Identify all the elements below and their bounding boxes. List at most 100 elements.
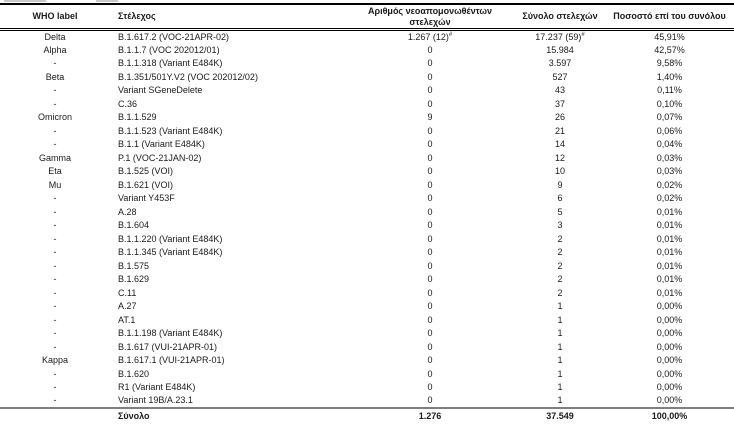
strain-cell: B.1.629	[118, 274, 150, 285]
who-label-cell: -	[53, 85, 57, 96]
table-body: Delta B.1.617.2 (VOC-21APR-02) 1.267 (12…	[0, 30, 734, 408]
new-isolates-cell: 0	[427, 220, 433, 231]
total-strains-cell: 527	[552, 71, 568, 82]
new-isolates-cell: 0	[427, 328, 433, 339]
percentage-cell: 0,03%	[656, 166, 683, 177]
total-strains-cell: 2	[557, 260, 563, 271]
total-strains-cell: 1	[557, 355, 563, 366]
new-isolates-cell: 0	[427, 395, 433, 406]
total-strains-cell: 3.597	[548, 58, 572, 69]
total-strains-cell: 1	[557, 301, 563, 312]
table-row: - B.1.1.198 (Variant E484K) 0 1 0,00%	[0, 327, 734, 341]
total-strains-cell: 6	[557, 193, 563, 204]
total-strains-cell: 1	[557, 314, 563, 325]
table-row: - A.27 0 1 0,00%	[0, 300, 734, 314]
total-strains-cell: 1	[557, 382, 563, 393]
total-strains-cell: 37	[554, 98, 565, 109]
table-header: WHO label Στέλεχος Αριθμός νεοαπομονωθέν…	[0, 4, 734, 31]
percentage-cell: 0,00%	[656, 382, 683, 393]
who-label-cell: Delta	[44, 32, 66, 42]
total-strains-cell: 1	[557, 341, 563, 352]
col-header-strain: Στέλεχος	[110, 4, 345, 31]
total-strains-cell: 15.984	[546, 44, 574, 55]
strain-cell: B.1.1.523 (Variant E484K)	[118, 125, 223, 136]
table-row: - A.28 0 5 0,01%	[0, 205, 734, 219]
who-label-cell: Kappa	[41, 355, 69, 366]
totals-total-strains: 37.549	[515, 406, 605, 424]
who-label-cell: -	[53, 328, 57, 339]
table-row: - B.1.575 0 2 0,01%	[0, 259, 734, 273]
who-label-cell: -	[53, 287, 57, 298]
new-isolates-cell: 0	[427, 98, 433, 109]
new-isolates-cell: 0	[427, 166, 433, 177]
total-strains-cell: 1	[557, 368, 563, 379]
percentage-cell: 0,00%	[656, 395, 683, 406]
table-row: Delta B.1.617.2 (VOC-21APR-02) 1.267 (12…	[0, 30, 734, 44]
new-isolates-cell: 0	[427, 58, 433, 69]
percentage-cell: 0,01%	[656, 233, 683, 244]
who-label-cell: Beta	[45, 71, 65, 82]
strain-cell: B.1.1 (Variant E484K)	[118, 139, 205, 150]
who-label-cell: Omicron	[37, 112, 72, 123]
who-label-cell: -	[53, 58, 57, 69]
table-row: Eta B.1.525 (VOI) 0 10 0,03%	[0, 165, 734, 179]
table-row: - B.1.604 0 3 0,01%	[0, 219, 734, 233]
percentage-cell: 0,02%	[656, 193, 683, 204]
percentage-cell: 0,01%	[656, 260, 683, 271]
col-header-who-label: WHO label	[0, 4, 110, 31]
percentage-cell: 0,00%	[656, 341, 683, 352]
who-label-cell: -	[53, 301, 57, 312]
total-strains-cell: 1	[557, 395, 563, 406]
strain-cell: B.1.617 (VUI-21APR-01)	[118, 341, 218, 352]
who-label-cell: -	[53, 341, 57, 352]
percentage-cell: 0,00%	[656, 328, 683, 339]
new-isolates-cell: 0	[427, 355, 433, 366]
total-strains-cell: 2	[557, 274, 563, 285]
who-label-cell: -	[53, 220, 57, 231]
who-label-cell: -	[53, 193, 57, 204]
strain-cell: A.27	[118, 301, 137, 312]
total-strains-cell: 1	[557, 328, 563, 339]
strain-cell: B.1.1.318 (Variant E484K)	[118, 58, 223, 69]
total-strains-cell: 12	[554, 152, 565, 163]
table-row: Beta B.1.351/501Y.V2 (VOC 202012/02) 0 5…	[0, 70, 734, 84]
strain-cell: R1 (Variant E484K)	[118, 382, 196, 393]
percentage-cell: 9,58%	[656, 58, 683, 69]
total-strains-cell: 21	[554, 125, 565, 136]
who-label-cell: -	[53, 274, 57, 285]
new-isolates-cell: 0	[427, 314, 433, 325]
who-label-cell: -	[53, 314, 57, 325]
percentage-cell: 0,02%	[656, 179, 683, 190]
who-label-cell: -	[53, 139, 57, 150]
header-row: WHO label Στέλεχος Αριθμός νεοαπομονωθέν…	[0, 4, 734, 31]
who-label-cell: -	[53, 382, 57, 393]
col-header-total-strains: Σύνολο στελεχών	[515, 4, 605, 31]
strain-cell: B.1.1.345 (Variant E484K)	[118, 247, 223, 258]
percentage-cell: 0,00%	[656, 314, 683, 325]
strain-cell: B.1.617.2 (VOC-21APR-02)	[118, 32, 230, 42]
total-strains-cell: 14	[554, 139, 565, 150]
new-isolates-cell: 0	[427, 287, 433, 298]
percentage-cell: 0,01%	[656, 206, 683, 217]
strain-cell: P.1 (VOC-21JAN-02)	[118, 152, 202, 163]
who-label-cell: -	[53, 395, 57, 406]
who-label-cell: -	[53, 233, 57, 244]
who-label-cell: Gamma	[38, 152, 71, 163]
totals-who-cell	[0, 406, 110, 424]
total-strains-cell: 2	[557, 287, 563, 298]
who-label-cell: -	[53, 368, 57, 379]
new-isolates-cell: 0	[427, 44, 433, 55]
new-isolates-cell: 0	[427, 125, 433, 136]
who-label-cell: Mu	[48, 179, 62, 190]
percentage-cell: 0,00%	[656, 355, 683, 366]
who-label-cell: Alpha	[43, 44, 67, 55]
percentage-cell: 0,01%	[656, 274, 683, 285]
strain-cell: B.1.575	[118, 260, 150, 271]
new-isolates-cell: 0	[427, 152, 433, 163]
strain-cell: AT.1	[118, 314, 136, 325]
percentage-cell: 0,04%	[656, 139, 683, 150]
new-isolates-cell: 0	[427, 301, 433, 312]
col-header-percentage: Ποσοστό επί του συνόλου	[605, 4, 734, 31]
new-isolates-cell: 0	[427, 382, 433, 393]
strain-cell: B.1.351/501Y.V2 (VOC 202012/02)	[118, 71, 258, 82]
